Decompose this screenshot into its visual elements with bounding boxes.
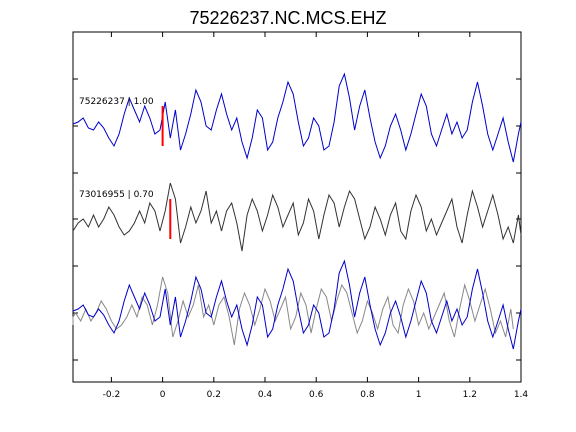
overlay-trace-73016955 (72, 276, 514, 346)
traces (72, 72, 522, 350)
x-tick-label: 0.6 (309, 390, 324, 400)
x-tick-label: 0.2 (207, 390, 221, 400)
trace-labels: 75226237 | 1.00 73016955 | 0.70 (79, 97, 154, 200)
overlay-trace-75226237 (72, 259, 522, 350)
x-tick-label: 0 (160, 390, 166, 400)
x-tick-label: -0.2 (103, 390, 121, 400)
x-ticks: -0.2 0 0.2 0.4 0.6 0.8 1 1.2 1.4 (103, 32, 529, 400)
x-tick-label: 1.2 (463, 390, 477, 400)
axes-frame (72, 31, 522, 383)
trace-label: 75226237 | 1.00 (79, 97, 154, 107)
chart-title: 75226237.NC.MCS.EHZ (189, 8, 387, 28)
y-ticks (73, 78, 521, 361)
trace-73016955 (72, 182, 522, 252)
x-tick-label: 1 (416, 390, 422, 400)
trace-label: 73016955 | 0.70 (79, 190, 154, 200)
x-tick-label: 0.8 (360, 390, 375, 400)
x-tick-label: 0.4 (258, 390, 273, 400)
x-tick-label: 1.4 (514, 390, 529, 400)
trace-75226237 (72, 72, 522, 163)
